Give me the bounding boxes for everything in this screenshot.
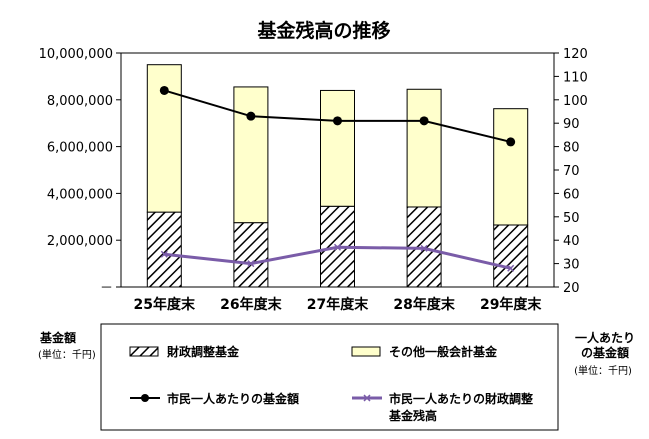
legend-label-other-general-fund: その他一般会計基金: [389, 344, 498, 359]
bar-fiscal-adjustment-fund: [493, 224, 529, 288]
right-axis-tick-label: 30: [563, 258, 580, 273]
left-axis-label: 基金額: [39, 330, 76, 345]
point-per-capita-fund: [246, 111, 256, 121]
legend-swatch-fiscal-adjustment-fund: [129, 346, 159, 357]
legend: 基金額 (単位：千円) 一人あたりの基金額 (単位：千円) 財政調整基金 その他一般会計基…: [38, 323, 635, 431]
category-label: 25年度末: [134, 296, 196, 313]
right-axis-tick-label: 90: [563, 117, 580, 132]
point-per-capita-adjustment-fund: [507, 264, 515, 272]
left-axis-unit: (単位：千円): [38, 348, 96, 361]
point-per-capita-adjustment-fund: [333, 243, 342, 251]
right-axis-tick-label: 40: [563, 234, 580, 249]
point-per-capita-adjustment-fund: [160, 250, 168, 258]
left-axis-tick-label: 6,000,000: [47, 141, 113, 156]
left-axis-tick-label: 10,000,000: [39, 47, 113, 62]
right-axis-tick-label: 50: [563, 211, 580, 226]
right-axis-tick-label: 80: [563, 141, 580, 156]
bar-other-general-fund: [493, 108, 529, 226]
right-axis-tick-label: 70: [563, 164, 580, 179]
legend-label-per-capita-fund: 市民一人あたりの基金額: [167, 391, 299, 406]
right-axis-unit: (単位：千円): [574, 364, 632, 377]
bar-fiscal-adjustment-fund: [233, 222, 269, 288]
point-per-capita-adjustment-fund: [247, 260, 255, 268]
legend-label-fiscal-adjustment-fund: 財政調整基金: [166, 344, 240, 359]
point-per-capita-adjustment-fund: [420, 244, 428, 252]
left-axis-tick-label: 2,000,000: [47, 234, 113, 249]
category-label: 29年度末: [480, 296, 542, 313]
point-per-capita-fund: [333, 116, 342, 126]
left-axis-tick-label: 8,000,000: [47, 94, 113, 109]
legend-label-per-capita-adjustment-fund-line1: 市民一人あたりの財政調整: [389, 391, 533, 406]
chart-title: 基金残高の推移: [256, 19, 390, 42]
right-axis-tick-label: 20: [563, 281, 580, 296]
left-axis-tick-label: 4,000,000: [47, 187, 113, 202]
category-label: 26年度末: [220, 296, 282, 313]
legend-marker-per-capita-fund: [141, 394, 149, 402]
category-label: 28年度末: [393, 296, 455, 313]
point-per-capita-fund: [419, 116, 429, 126]
legend-label-per-capita-adjustment-fund-line2: 基金残高: [388, 408, 437, 423]
left-axis-tick-label: －: [100, 281, 113, 296]
plot-area: － 2,000,000 4,000,000 6,000,000 8,000,000 10,…: [39, 47, 588, 313]
point-per-capita-fund: [506, 137, 516, 147]
legend-marker-per-capita-adjustment-fund: [363, 394, 371, 402]
bar-other-general-fund: [233, 86, 269, 224]
right-axis-tick-label: 100: [563, 94, 588, 109]
bar-fiscal-adjustment-fund: [146, 211, 182, 288]
right-axis-tick-label: 60: [563, 187, 580, 202]
bar-other-general-fund: [406, 88, 442, 208]
right-axis-tick-label: 120: [563, 47, 588, 62]
legend-swatch-other-general-fund: [351, 346, 381, 357]
point-per-capita-fund: [159, 85, 169, 95]
category-label: 27年度末: [307, 296, 369, 313]
bar-other-general-fund: [320, 89, 355, 207]
right-axis-tick-label: 110: [563, 70, 588, 85]
right-axis-label: 一人あたり: [575, 330, 635, 345]
right-axis-label: の基金額: [581, 345, 629, 360]
legend-frame: [100, 323, 559, 431]
